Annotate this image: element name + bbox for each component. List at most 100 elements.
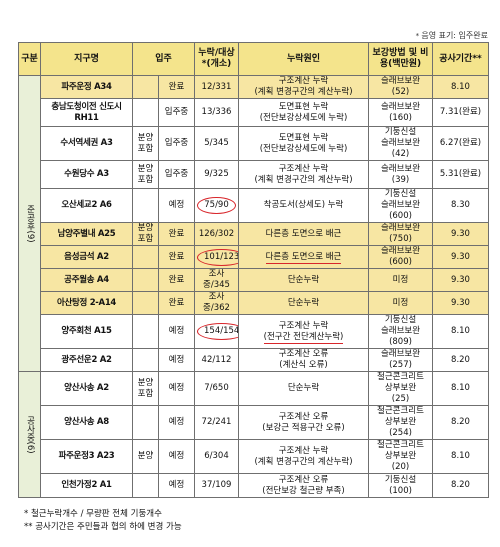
site-name: 남양주별내 A25 <box>40 222 133 246</box>
cause-line: 도면표현 누락 <box>278 132 329 143</box>
cause-line: 착공도서(상세도) 누락 <box>263 200 344 210</box>
cause-line: 구조계산 오류 <box>278 349 329 360</box>
occupancy-status: 완료 <box>158 75 195 99</box>
method-line: (600) <box>389 211 412 221</box>
method-line: 슬래브보완 <box>380 223 421 234</box>
site-name: 수서역세권 A3 <box>40 126 133 161</box>
defect-table: 구분 지구명 입주 누락/대상*(개소) 누락원인 보강방법 및 비용(백만원)… <box>18 42 489 498</box>
occupancy-status: 입주중 <box>158 98 195 127</box>
reinforcement-method: 슬래브보완 (257) <box>368 348 433 372</box>
missing-cause: 구조계산 누락 (전구간 전단계산누락) <box>238 314 369 349</box>
missing-cause: 단순누락 <box>238 371 369 406</box>
sale-status <box>132 98 159 127</box>
missing-cause: 도면표현 누락 (전단보강상세도에 누락) <box>238 98 369 127</box>
method-line: 슬래브보완 <box>380 200 421 210</box>
occupancy-status: 완료 <box>158 268 195 292</box>
site-name: 오산세교2 A6 <box>40 188 133 223</box>
method-line: (100) <box>389 485 412 496</box>
missing-count: 126/302 <box>194 222 239 246</box>
table-row: 양주회천 A15 예정 154/154 구조계산 누락 (전구간 전단계산누락) 기둥신설… <box>19 314 489 349</box>
cause-line: 단순누락 <box>287 383 320 393</box>
method-line: (25) <box>391 394 410 404</box>
cause-line: 도면표현 누락 <box>278 101 329 112</box>
table-row: 파주운정3 A23 분양 예정 6/304 구조계산 누락 (계획 변경구간의 계산누락)… <box>19 439 489 474</box>
method-line: (809) <box>389 337 412 347</box>
method-line: 기둥신설 <box>384 189 417 200</box>
cause-line: (계획 변경구간의 계산누락) <box>254 87 353 97</box>
count-value: 조사중/362 <box>203 292 230 314</box>
count-value: 37/109 <box>201 480 232 490</box>
reinforcement-method: 슬래브보완 (600) <box>368 245 433 269</box>
missing-cause: 구조계산 누락 (계획 변경구간의 계산누락) <box>238 439 369 474</box>
table-body: 준공후(9) 파주운정 A34 완료 12/331 구조계산 누락 (계획 변경구간의 계… <box>18 75 489 498</box>
occupancy-status: 예정 <box>158 348 195 372</box>
sale-status <box>132 314 159 349</box>
site-name: 아산탕정 2-A14 <box>40 291 133 315</box>
method-line: (257) <box>389 360 412 370</box>
reinforcement-method: 슬래브보완 (39) <box>368 160 433 189</box>
reinforcement-method: 슬래브보완 (52) <box>368 75 433 99</box>
sale-status <box>132 291 159 315</box>
missing-count: 7/650 <box>194 371 239 406</box>
count-value: 42/112 <box>201 354 232 365</box>
method-line: (254) <box>389 428 412 438</box>
cause-line: 구조계산 누락 <box>278 163 329 174</box>
occupancy-status: 예정 <box>158 439 195 474</box>
table-row: 공사중(6) 양산사송 A2 분양포함 예정 7/650 단순누락 철근콘크리트 상부보완 (2… <box>18 371 489 498</box>
construction-period: 6.27(완료) <box>432 126 489 161</box>
missing-cause: 착공도서(상세도) 누락 <box>238 188 369 223</box>
count-value: 72/241 <box>201 417 232 427</box>
count-value: 12/331 <box>201 81 232 92</box>
method-line: 기둥신설 <box>384 474 417 485</box>
missing-count: 9/325 <box>194 160 239 189</box>
site-name: 수원당수 A3 <box>40 160 133 189</box>
cause-underline: 다른층 도면으로 배근 <box>265 251 342 264</box>
cause-line: (계획 변경구간의 계산누락) <box>254 174 353 185</box>
footnotes: * 철근누락개수 / 무량판 전체 기둥개수 ** 공사기간은 주민들과 협의 … <box>24 508 182 534</box>
table-row: 공주월송 A4 완료 조사중/345 단순누락 미정 9.30 <box>19 268 489 292</box>
count-value: 75/90 <box>197 197 236 214</box>
method-line: 상부보완 <box>384 451 417 461</box>
method-line: 기둥신설 <box>384 127 417 138</box>
construction-period: 8.10 <box>432 314 489 349</box>
reinforcement-method: 철근콘크리트 상부보완 (25) <box>368 371 433 406</box>
table-row: 충남도청이전 신도시 RH11 입주중 13/336 도면표현 누락 (전단보강상세도에… <box>19 98 489 127</box>
sale-status: 분양포함 <box>132 222 159 246</box>
occupancy-status: 예정 <box>158 473 195 498</box>
occupancy-status: 완료 <box>158 291 195 315</box>
occupancy-status: 예정 <box>158 314 195 349</box>
construction-period: 8.10 <box>432 75 489 99</box>
count-value: 5/345 <box>204 138 229 148</box>
sale-status <box>132 75 159 99</box>
occupancy-status: 완료 <box>158 245 195 269</box>
cause-line: (전구간 전단계산누락) <box>241 331 366 344</box>
missing-cause: 구조계산 누락 (계획 변경구간의 계산누락) <box>238 160 369 189</box>
method-line: (52) <box>391 87 410 97</box>
table-row: 남양주별내 A25 분양포함 완료 126/302 다른층 도면으로 배근 슬래브보완 (7… <box>19 222 489 246</box>
cause-line: 구조계산 오류 <box>278 411 329 422</box>
occupancy-status: 예정 <box>158 371 195 406</box>
method-line: 미정 <box>392 297 409 308</box>
cause-line: 구조계산 누락 <box>278 445 329 456</box>
sale-status: 분양포함 <box>132 371 159 406</box>
sale-status <box>132 405 159 440</box>
construction-period: 8.10 <box>432 439 489 474</box>
method-line: (20) <box>391 462 410 472</box>
legend-marker: * <box>415 32 422 40</box>
construction-period: 8.30 <box>432 188 489 223</box>
missing-count: 조사중/362 <box>194 291 239 315</box>
missing-count: 13/336 <box>194 98 239 127</box>
site-name: 광주선운2 A2 <box>40 348 133 372</box>
table-row: 아산탕정 2-A14 완료 조사중/362 단순누락 미정 9.30 <box>19 291 489 315</box>
reinforcement-method: 기둥신설 슬래브보완 (42) <box>368 126 433 161</box>
header-occupancy: 입주 <box>132 42 195 76</box>
method-line: 슬래브보완 <box>380 326 421 336</box>
missing-cause: 단순누락 <box>238 291 369 315</box>
legend-text: 음영 표기: 입주완료 <box>421 31 488 40</box>
table-header-row: 구분 지구명 입주 누락/대상*(개소) 누락원인 보강방법 및 비용(백만원)… <box>18 42 489 76</box>
method-line: 기둥신설 <box>384 315 417 326</box>
missing-count: 5/345 <box>194 126 239 161</box>
missing-cause: 도면표현 누락 (전단보강상세도에 누락) <box>238 126 369 161</box>
cause-line: 다른층 도면으로 배근 <box>265 228 342 239</box>
reinforcement-method: 철근콘크리트 상부보완 (20) <box>368 439 433 474</box>
